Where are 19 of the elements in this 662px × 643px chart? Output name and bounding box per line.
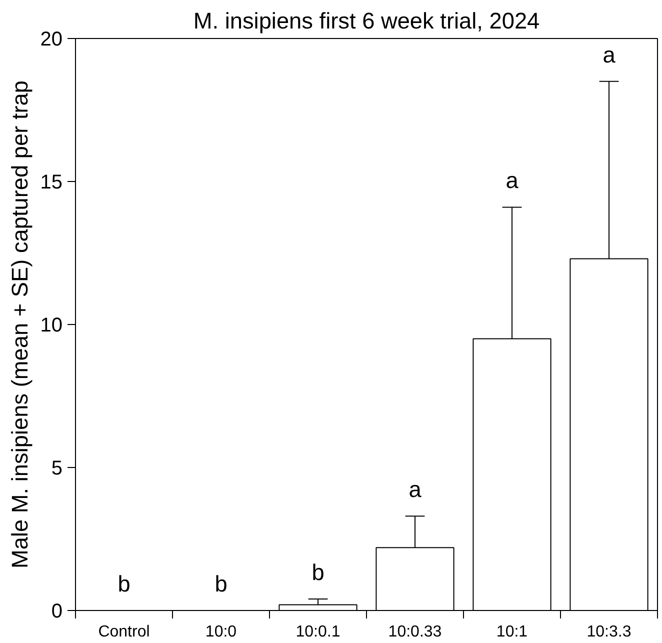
annotation: a — [506, 167, 519, 194]
x-tick-label: 10:0.33 — [388, 624, 442, 640]
y-tick-label: 0 — [51, 600, 62, 622]
y-tick-label: 20 — [40, 28, 63, 50]
x-tick-label: 10:1 — [496, 624, 528, 640]
x-tick-label: Control — [98, 624, 150, 640]
y-tick-label: 10 — [40, 314, 63, 336]
x-tick-label: 10:0.1 — [296, 624, 340, 640]
chart-title: M. insipiens first 6 week trial, 2024 — [193, 8, 540, 34]
annotation: b — [312, 559, 324, 586]
annotation: b — [214, 570, 228, 596]
y-axis-title: Male M. insipiens (mean + SE) captured per trap — [6, 80, 32, 568]
annotation: a — [602, 41, 616, 68]
x-tick-label: 10:3.3 — [586, 624, 632, 640]
x-tick-label: 10:0 — [205, 624, 237, 640]
annotation: a — [408, 476, 422, 502]
y-tick-label: 5 — [51, 458, 62, 480]
y-tick-label: 15 — [40, 172, 63, 194]
annotation: b — [118, 570, 130, 596]
